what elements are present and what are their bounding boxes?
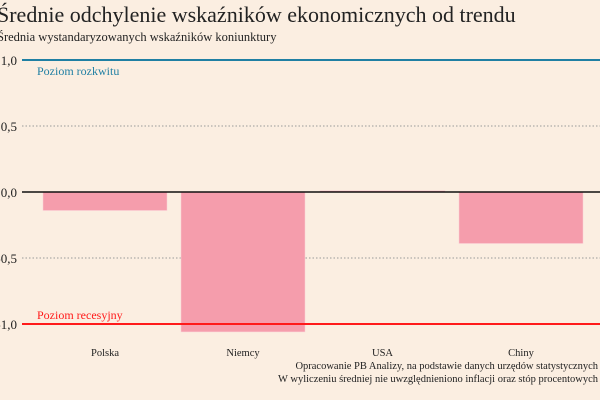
bar-chiny — [458, 191, 584, 244]
category-label: Chiny — [508, 348, 534, 359]
y-tick-label: 1,0 — [1, 53, 17, 68]
category-label: USA — [372, 348, 393, 359]
method-note: W wyliczeniu średniej nie uwzględnienion… — [278, 374, 598, 385]
chart-subtitle: Średnia wystandaryzowanych wskaźników ko… — [0, 30, 277, 44]
y-tick-label: 0,5 — [1, 119, 17, 134]
bar-niemcy — [180, 191, 306, 333]
reference-label: Poziom recesyjny — [37, 308, 123, 322]
source-note: Opracowanie PB Analizy, na podstawie dan… — [295, 361, 598, 372]
category-label: Niemcy — [226, 348, 260, 359]
chart-title: Średnie odchylenie wskaźników ekonomiczn… — [0, 2, 516, 27]
y-tick-label: -1,0 — [0, 317, 17, 332]
y-tick-label: 0,0 — [1, 185, 17, 200]
reference-label: Poziom rozkwitu — [37, 64, 119, 78]
bar-polska — [42, 191, 168, 211]
y-tick-label: -0,5 — [0, 251, 17, 266]
category-label: Polska — [91, 348, 119, 359]
